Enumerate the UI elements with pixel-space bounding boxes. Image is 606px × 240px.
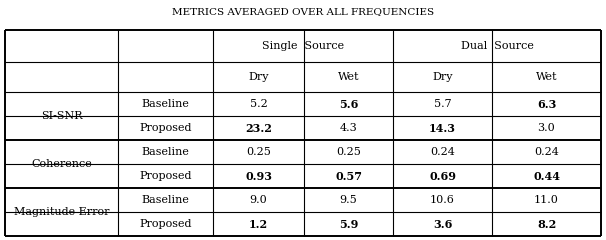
Text: Single  Source: Single Source xyxy=(262,41,344,51)
Text: Proposed: Proposed xyxy=(139,171,191,181)
Text: METRICS AVERAGED OVER ALL FREQUENCIES: METRICS AVERAGED OVER ALL FREQUENCIES xyxy=(172,7,434,16)
Text: Proposed: Proposed xyxy=(139,219,191,229)
Text: 3.0: 3.0 xyxy=(538,123,555,133)
Text: 5.2: 5.2 xyxy=(250,99,267,109)
Text: Wet: Wet xyxy=(536,72,558,82)
Text: Baseline: Baseline xyxy=(142,147,190,157)
Text: Baseline: Baseline xyxy=(142,99,190,109)
Text: 0.57: 0.57 xyxy=(335,170,362,181)
Text: 9.5: 9.5 xyxy=(339,195,358,205)
Text: 10.6: 10.6 xyxy=(430,195,455,205)
Text: 9.0: 9.0 xyxy=(250,195,267,205)
Text: 5.9: 5.9 xyxy=(339,218,358,229)
Text: Dual  Source: Dual Source xyxy=(461,41,533,51)
Text: Proposed: Proposed xyxy=(139,123,191,133)
Text: 0.24: 0.24 xyxy=(534,147,559,157)
Text: 4.3: 4.3 xyxy=(339,123,358,133)
Text: 0.25: 0.25 xyxy=(336,147,361,157)
Text: 5.7: 5.7 xyxy=(434,99,451,109)
Text: 5.6: 5.6 xyxy=(339,98,358,109)
Text: Baseline: Baseline xyxy=(142,195,190,205)
Text: 14.3: 14.3 xyxy=(429,122,456,133)
Text: Coherence: Coherence xyxy=(31,159,92,169)
Text: 0.93: 0.93 xyxy=(245,170,272,181)
Text: 8.2: 8.2 xyxy=(537,218,556,229)
Text: 6.3: 6.3 xyxy=(537,98,556,109)
Text: 11.0: 11.0 xyxy=(534,195,559,205)
Text: 0.24: 0.24 xyxy=(430,147,455,157)
Text: 0.25: 0.25 xyxy=(246,147,271,157)
Text: 0.69: 0.69 xyxy=(429,170,456,181)
Text: Magnitude Error: Magnitude Error xyxy=(14,207,109,217)
Text: 0.44: 0.44 xyxy=(533,170,560,181)
Text: 1.2: 1.2 xyxy=(249,218,268,229)
Text: Dry: Dry xyxy=(248,72,268,82)
Text: SI-SNR: SI-SNR xyxy=(41,111,82,121)
Text: Wet: Wet xyxy=(338,72,359,82)
Text: 3.6: 3.6 xyxy=(433,218,452,229)
Text: 23.2: 23.2 xyxy=(245,122,272,133)
Text: Dry: Dry xyxy=(432,72,453,82)
